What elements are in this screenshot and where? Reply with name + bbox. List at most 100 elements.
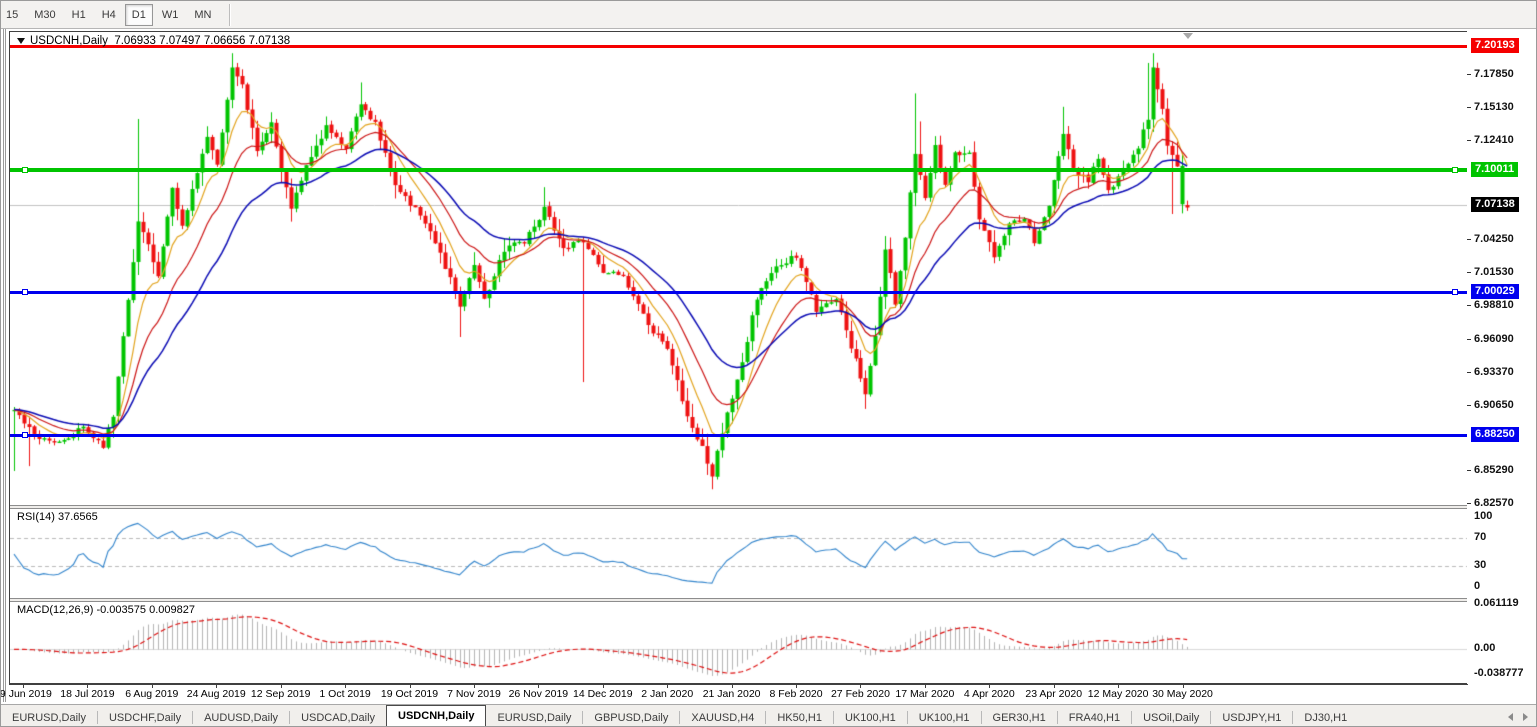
tab-separator [679, 711, 681, 724]
line-anchor-handle[interactable] [1452, 289, 1458, 295]
timeframe-button-M30[interactable]: M30 [34, 8, 56, 21]
tab-scroll-left-icon[interactable] [1508, 712, 1513, 721]
macd-indicator-label: MACD(12,26,9) -0.003575 0.009827 [17, 604, 195, 616]
tab-scroll-controls [1508, 705, 1536, 726]
pane-splitter[interactable] [10, 598, 1467, 602]
chart-tab-USDCNH-Daily[interactable]: USDCNH,Daily [386, 705, 487, 726]
date-label: 26 Nov 2019 [508, 688, 569, 700]
chart-shift-marker-icon[interactable] [1183, 33, 1193, 39]
price-tick-label: 6.82570 [1474, 497, 1514, 509]
chart-symbol-period: USDCNH,Daily [30, 35, 108, 47]
date-axis[interactable]: 29 Jun 2019 18 Jul 2019 6 Aug 2019 24 Aug 2… [1, 684, 1468, 702]
chart-tab-AUDUSD-Daily[interactable]: AUDUSD,Daily [204, 712, 279, 724]
date-tick-mark [796, 685, 797, 688]
date-tick-mark [87, 685, 88, 688]
date-tick-mark [1054, 685, 1055, 688]
date-tick-mark [667, 685, 668, 688]
horizontal-line-7.20193[interactable] [10, 45, 1467, 48]
tab-scroll-right-icon[interactable] [1523, 712, 1528, 721]
line-anchor-handle[interactable] [1452, 167, 1458, 173]
date-label: 1 Oct 2019 [319, 688, 371, 700]
line-anchor-handle[interactable] [22, 167, 28, 173]
chart-tab-UK100-H1[interactable]: UK100,H1 [844, 712, 896, 724]
date-label: 12 May 2020 [1087, 688, 1149, 700]
price-level-badge: 7.20193 [1471, 38, 1519, 53]
rsi-canvas[interactable] [10, 509, 1467, 598]
price-tick-label: 7.04250 [1474, 233, 1514, 245]
horizontal-line-7.10011[interactable] [10, 168, 1467, 172]
date-label: 19 Oct 2019 [380, 688, 439, 700]
price-tick-label: 6.93370 [1474, 366, 1514, 378]
chart-window: USDCNH,Daily 7.06933 7.07497 7.06656 7.0… [9, 31, 1468, 684]
line-anchor-handle[interactable] [22, 289, 28, 295]
chart-tab-EURUSD-Daily[interactable]: EURUSD,Daily [497, 712, 572, 724]
chart-tab-UK100-H1[interactable]: UK100,H1 [918, 712, 970, 724]
price-tick-label: 6.90650 [1474, 399, 1514, 411]
macd-canvas[interactable] [10, 602, 1467, 683]
date-label: 18 Jul 2019 [60, 688, 115, 700]
timeframe-button-D1[interactable]: D1 [124, 3, 153, 26]
tab-separator [832, 711, 834, 724]
price-tick-mark [1467, 405, 1471, 406]
date-tick-mark [732, 685, 733, 688]
price-tick-label: 7.01530 [1474, 266, 1514, 278]
rsi-tick-label: 30 [1474, 559, 1487, 571]
date-tick-mark [474, 685, 475, 688]
timeframe-button-MN[interactable]: MN [194, 8, 212, 21]
window-edge-divider [3, 29, 6, 702]
macd-tick-label: -0.038777 [1474, 667, 1524, 679]
chart-tab-GER30-H1[interactable]: GER30,H1 [992, 712, 1046, 724]
timeframe-button-15[interactable]: 15 [6, 8, 19, 21]
chart-tab-DJ30-H1[interactable]: DJ30,H1 [1304, 712, 1348, 724]
chart-tab-FRA40-H1[interactable]: FRA40,H1 [1068, 712, 1121, 724]
date-tick-mark [1118, 685, 1119, 688]
chart-tab-XAUUSD-H4[interactable]: XAUUSD,H4 [691, 712, 755, 724]
date-label: 23 Apr 2020 [1025, 688, 1083, 700]
price-tick-label: 7.12410 [1474, 134, 1514, 146]
price-tick-mark [1467, 74, 1471, 75]
date-label: 2 Jan 2020 [641, 688, 694, 700]
date-label: 21 Jan 2020 [702, 688, 761, 700]
macd-tick-label: 0.00 [1474, 642, 1496, 654]
date-label: 29 Jun 2019 [0, 688, 52, 700]
collapse-triangle-icon[interactable] [17, 37, 25, 44]
horizontal-line-6.88250[interactable] [10, 434, 1467, 437]
date-tick-mark [603, 685, 604, 688]
rsi-tick-label: 0 [1474, 580, 1481, 592]
chart-tab-EURUSD-Daily[interactable]: EURUSD,Daily [12, 712, 86, 724]
price-tick-mark [1467, 239, 1471, 240]
toolbar-separator [229, 3, 232, 26]
chart-title: USDCNH,Daily 7.06933 7.07497 7.06656 7.0… [17, 35, 290, 47]
rsi-indicator-label: RSI(14) 37.6565 [17, 511, 98, 523]
pane-splitter[interactable] [10, 505, 1467, 509]
chart-tab-HK50-H1[interactable]: HK50,H1 [777, 712, 822, 724]
price-level-badge: 6.88250 [1471, 427, 1519, 442]
price-tick-mark [1467, 140, 1471, 141]
date-tick-mark [538, 685, 539, 688]
horizontal-line-7.00029[interactable] [10, 291, 1467, 294]
date-label: 4 Apr 2020 [963, 688, 1015, 700]
chart-ohlc-values: 7.06933 7.07497 7.06656 7.07138 [114, 35, 291, 47]
price-tick-mark [1467, 372, 1471, 373]
line-anchor-handle[interactable] [22, 432, 28, 438]
price-tick-mark [1467, 339, 1471, 340]
price-tick-label: 6.98810 [1474, 299, 1514, 311]
chart-tab-USDJPY-H1[interactable]: USDJPY,H1 [1222, 712, 1282, 724]
chart-tab-USDCHF-Daily[interactable]: USDCHF,Daily [108, 712, 182, 724]
chart-tab-USDCAD-Daily[interactable]: USDCAD,Daily [301, 712, 376, 724]
timeframe-button-H4[interactable]: H4 [101, 8, 116, 21]
timeframe-button-H1[interactable]: H1 [71, 8, 86, 21]
chart-tab-USOil-Daily[interactable]: USOil,Daily [1143, 712, 1200, 724]
timeframe-button-W1[interactable]: W1 [161, 8, 179, 21]
price-axis[interactable]: 7.17850 7.15130 7.12410 7.04250 7.01530 6.988… [1467, 31, 1536, 684]
date-label: 30 May 2020 [1152, 688, 1213, 700]
date-label: 17 Mar 2020 [895, 688, 955, 700]
tab-separator [1131, 711, 1133, 724]
price-chart-canvas[interactable] [10, 32, 1467, 505]
tab-separator [96, 711, 98, 724]
rsi-tick-label: 70 [1474, 531, 1487, 543]
date-label: 6 Aug 2019 [125, 688, 179, 700]
macd-tick-label: 0.061119 [1474, 597, 1519, 609]
chart-tab-GBPUSD-Daily[interactable]: GBPUSD,Daily [594, 712, 669, 724]
